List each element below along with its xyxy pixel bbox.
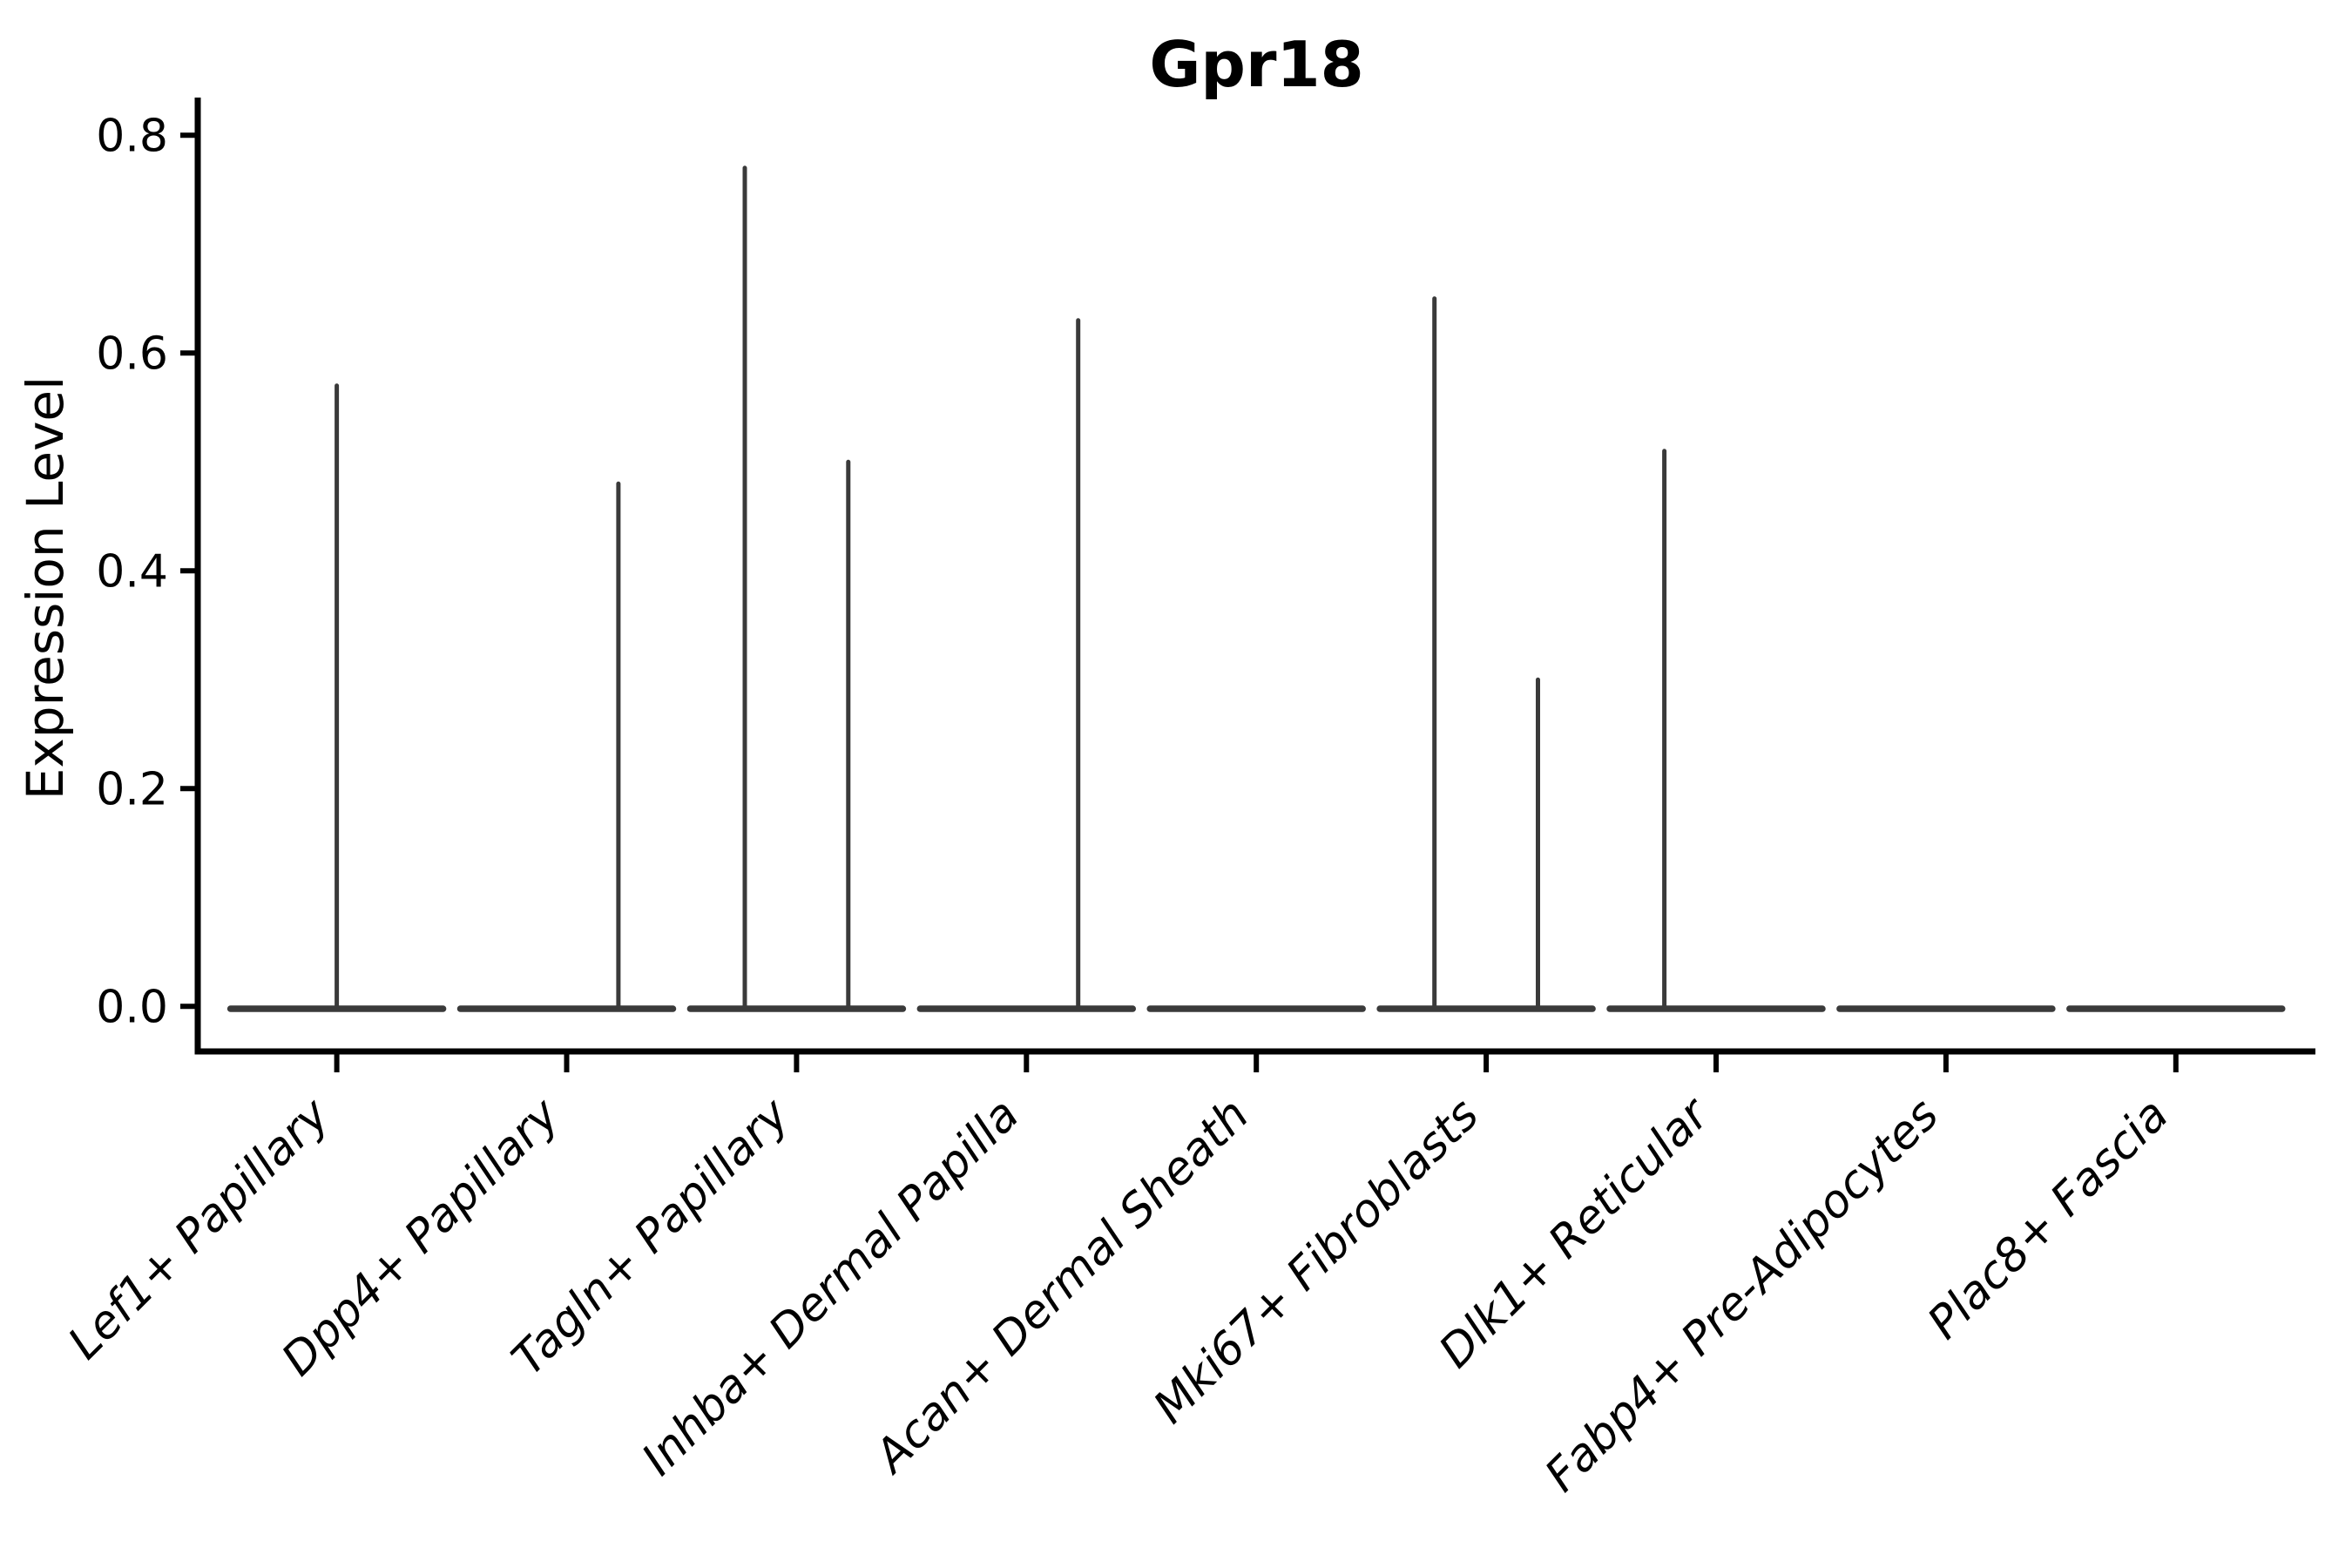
x-tick-label: Acan+ Dermal Sheath bbox=[863, 1089, 1259, 1484]
chart-title: Gpr18 bbox=[1149, 28, 1364, 101]
y-tick-label: 0.6 bbox=[96, 328, 168, 380]
x-tick-label: Fabp4+ Pre-Adipocytes bbox=[1536, 1089, 1950, 1503]
y-tick-label: 0.8 bbox=[96, 110, 168, 162]
y-tick-label: 0.0 bbox=[96, 981, 168, 1033]
y-tick-label: 0.4 bbox=[96, 545, 168, 598]
y-tick-label: 0.2 bbox=[96, 763, 168, 815]
x-tick-label: Plac8+ Fascia bbox=[1918, 1089, 2179, 1349]
x-tick-label: Inhba+ Dermal Papilla bbox=[632, 1089, 1030, 1486]
